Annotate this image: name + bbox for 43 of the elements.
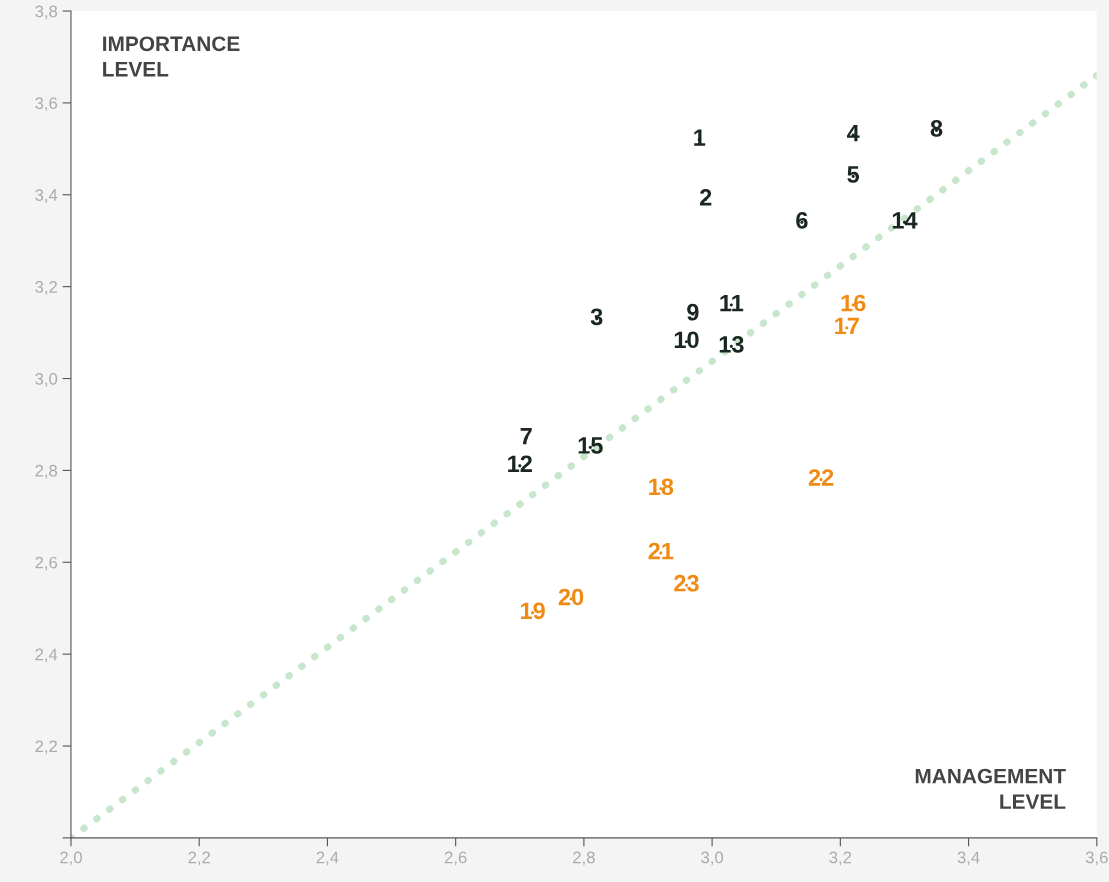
x-tick-label: 2,2 — [188, 851, 210, 866]
annotation: 20 — [558, 588, 584, 606]
y-tick-label: 3,2 — [35, 281, 57, 295]
x-tick-label: 2,4 — [316, 851, 339, 866]
annotation: 19 — [520, 602, 545, 620]
annotation: 12 — [508, 455, 532, 472]
x-tick-label: 3,4 — [957, 851, 980, 866]
annotation: 7 — [520, 428, 532, 445]
y-tick-label: 3,6 — [35, 97, 58, 112]
y-tick-label: 3,0 — [35, 372, 58, 387]
annotation: 4 — [846, 124, 860, 142]
y-tick-label: 3,4 — [35, 189, 58, 203]
x-tick-label: 3,6 — [1085, 851, 1108, 866]
y-tick-label: 2,6 — [35, 556, 58, 571]
y-tick-label: 2,8 — [35, 464, 58, 479]
x-tick-label: 2,0 — [60, 851, 82, 866]
annotation: 5 — [847, 166, 860, 183]
y-tick-label: 2,2 — [35, 740, 57, 755]
annotation: 16 — [841, 294, 866, 312]
x-tick-label: 2,6 — [444, 851, 467, 866]
x-tick-label: 3,0 — [701, 851, 724, 866]
annotation: 22 — [808, 469, 834, 486]
annotation: 8 — [930, 120, 943, 137]
annotation: 17 — [835, 317, 859, 335]
annotation: 6 — [796, 211, 808, 229]
annotation: 10 — [674, 331, 699, 349]
annotation: 9 — [687, 303, 699, 321]
annotation: 18 — [649, 478, 674, 496]
x-tick-label: 2,8 — [573, 851, 595, 866]
y-tick-label: 3,8 — [35, 5, 58, 20]
annotation: 21 — [648, 542, 674, 560]
x-tick-label: 3,2 — [829, 851, 852, 866]
annotation: 13 — [719, 335, 744, 353]
annotation: 14 — [892, 212, 918, 229]
annotation: 11 — [720, 294, 744, 312]
annotation: 3 — [590, 308, 603, 326]
annotation: 1 — [694, 129, 706, 146]
annotation: 15 — [578, 437, 603, 454]
annotation: 23 — [674, 574, 699, 592]
y-tick-label: 2,4 — [35, 648, 58, 663]
x-axis-title: MANAGEMENT LEVEL — [915, 768, 1066, 809]
annotation: 2 — [699, 188, 712, 206]
y-axis-title: IMPORTANCE LEVEL — [103, 36, 240, 77]
